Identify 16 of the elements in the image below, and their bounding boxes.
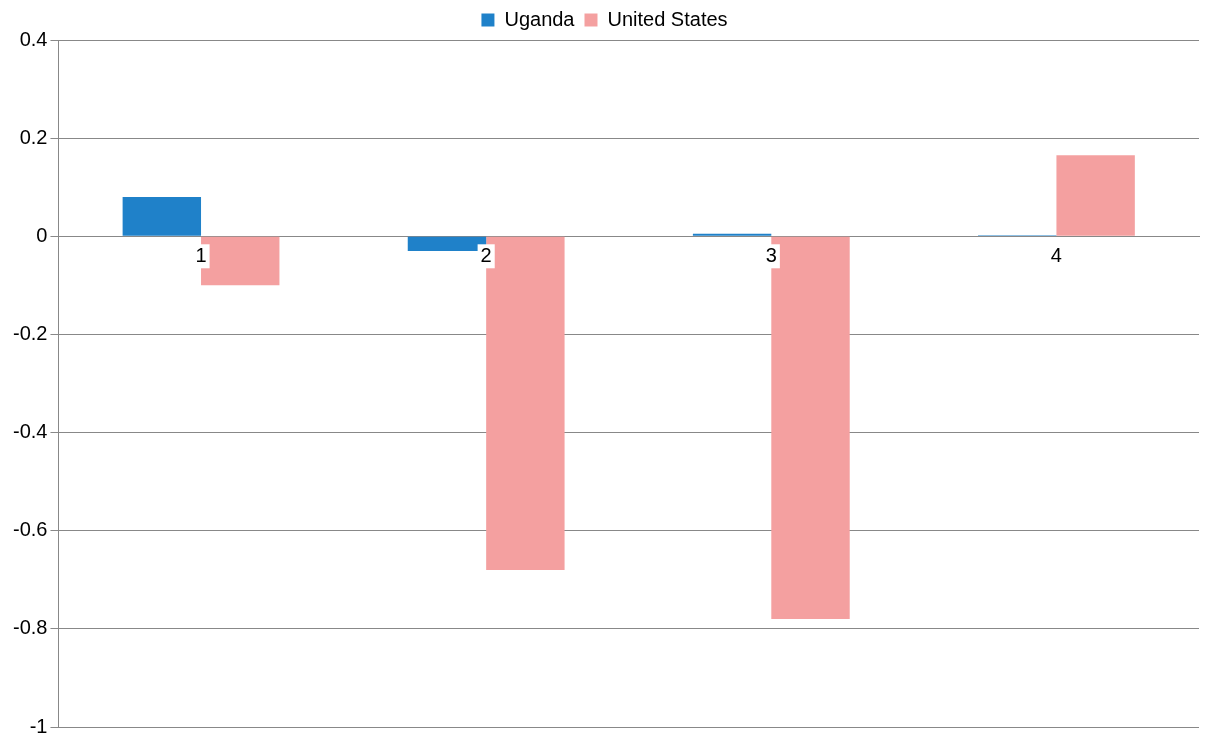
- y-tick-label: 0: [36, 223, 48, 246]
- bar: [122, 197, 202, 236]
- y-tick-label: -1: [29, 714, 48, 737]
- x-tick-label: 1: [195, 243, 207, 266]
- y-tick-label: -0.4: [12, 420, 48, 443]
- y-tick-label: -0.6: [12, 518, 48, 541]
- y-tick-label: 0.2: [19, 125, 48, 148]
- bar: [1056, 155, 1135, 236]
- x-tick-label: 2: [480, 243, 492, 266]
- y-tick-label: -0.2: [12, 321, 48, 344]
- legend-label: Uganda: [504, 7, 576, 30]
- x-tick-label: 4: [1050, 243, 1062, 266]
- y-tick-label: 0.4: [19, 27, 48, 50]
- legend-label: United States: [607, 7, 728, 30]
- y-tick-label: -0.8: [12, 616, 48, 639]
- x-tick-label: 3: [765, 243, 777, 266]
